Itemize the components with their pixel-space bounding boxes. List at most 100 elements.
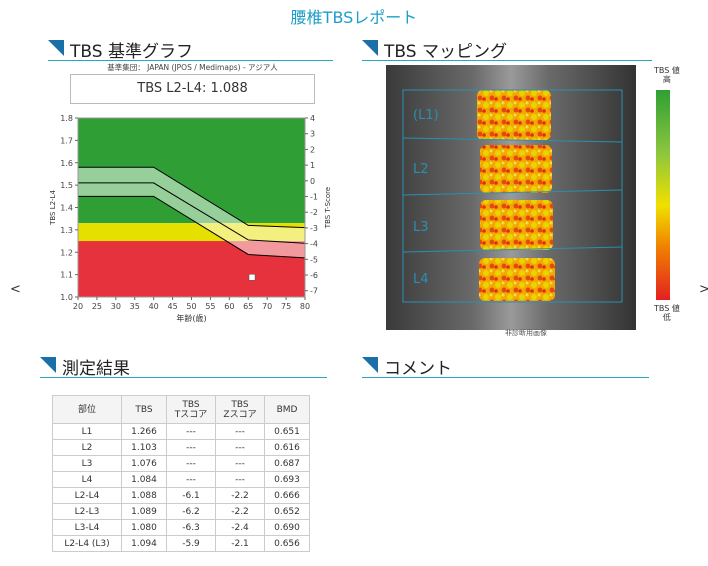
results-table: 部位 TBS TBS Tスコア TBS Zスコア BMD L1 1.266 --- --- 0.651… — [52, 395, 310, 552]
table-cell: 1.076 — [121, 455, 167, 472]
header-text: TBS — [182, 399, 200, 410]
table-row: L2 1.103 --- --- 0.616 — [52, 439, 310, 456]
y-tick-label: 1.4 — [60, 204, 73, 213]
table-row: L1 1.266 --- --- 0.651 — [52, 423, 310, 440]
section-title: TBS マッピング — [384, 42, 507, 62]
table-cell: 1.089 — [121, 503, 167, 520]
table-row: L3-L4 1.080 -6.3 -2.4 0.690 — [52, 519, 310, 536]
section-heading: TBS マッピング — [362, 38, 652, 62]
table-cell: --- — [215, 439, 265, 456]
y-tick-label: 1.3 — [60, 226, 73, 235]
table-cell: 0.656 — [264, 535, 310, 552]
header-cell: TBS — [121, 395, 167, 424]
y2-tick-label: 4 — [310, 114, 315, 123]
table-cell: 0.666 — [264, 487, 310, 504]
table-cell: 0.693 — [264, 471, 310, 488]
table-cell: --- — [166, 471, 216, 488]
x-tick-label: 75 — [281, 302, 291, 311]
table-row: L2-L3 1.089 -6.2 -2.2 0.652 — [52, 503, 310, 520]
color-scale — [656, 90, 670, 300]
reference: 基準集団： JAPAN (JPOS / Medimaps) - アジア人 — [107, 63, 278, 72]
section-title: 測定結果 — [62, 359, 130, 379]
vertebra-label: (L1) — [413, 108, 439, 123]
table-cell: 0.687 — [264, 455, 310, 472]
table-cell: --- — [215, 471, 265, 488]
table-cell: --- — [166, 423, 216, 440]
table-cell: --- — [215, 423, 265, 440]
y-tick-label: 1.1 — [60, 271, 73, 280]
header-text: Tスコア — [174, 409, 208, 420]
y2-tick-label: -6 — [310, 271, 318, 280]
table-cell: L2-L3 — [52, 503, 122, 520]
table-cell: -6.3 — [166, 519, 216, 536]
table-cell: 1.080 — [121, 519, 167, 536]
table-row: L2-L4 (L3) 1.094 -5.9 -2.1 0.656 — [52, 535, 310, 552]
x-tick-label: 45 — [167, 302, 177, 311]
table-row: L2-L4 1.088 -6.1 -2.2 0.666 — [52, 487, 310, 504]
table-cell: 0.616 — [264, 439, 310, 456]
header-text: Zスコア — [223, 409, 257, 420]
y2-tick-label: -2 — [310, 208, 318, 217]
x-tick-label: 35 — [130, 302, 140, 311]
next-button[interactable]: > — [699, 282, 708, 297]
section-title: コメント — [384, 359, 452, 379]
image-caption: 非診断用画像 — [505, 329, 547, 337]
table-row: L3 1.076 --- --- 0.687 — [52, 455, 310, 472]
y-tick-label: 1.0 — [60, 293, 73, 302]
x-tick-label: 80 — [300, 302, 310, 311]
header-cell: BMD — [264, 395, 310, 424]
x-tick-label: 50 — [186, 302, 196, 311]
table-cell: 1.084 — [121, 471, 167, 488]
header-text: 部位 — [77, 404, 96, 415]
section-heading: 測定結果 — [40, 355, 327, 379]
header-row: 部位 TBS TBS Tスコア TBS Zスコア BMD — [52, 395, 310, 424]
header-cell: TBS Tスコア — [166, 395, 216, 424]
band — [78, 167, 305, 258]
y2-tick-label: 1 — [310, 161, 315, 170]
section-heading: コメント — [362, 355, 649, 379]
table-cell: --- — [166, 455, 216, 472]
y2-tick-label: 3 — [310, 130, 315, 139]
mapping-image: (L1) L2 L3 L4 — [386, 65, 636, 330]
y2-axis-label: TBS T-Score — [324, 187, 332, 229]
table-cell: 0.690 — [264, 519, 310, 536]
section-heading: TBS 基準グラフ — [48, 38, 333, 62]
curve — [78, 182, 306, 244]
header-cell: TBS Zスコア — [215, 395, 265, 424]
x-tick-label: 40 — [149, 302, 159, 311]
table-cell: 1.088 — [121, 487, 167, 504]
scale-high: TBS 値高 — [654, 66, 680, 84]
table-cell: -2.2 — [215, 487, 265, 504]
y-tick-label: 1.7 — [60, 136, 73, 145]
table-cell: L3 — [52, 455, 122, 472]
x-tick-label: 30 — [111, 302, 121, 311]
vertebra-label: L3 — [413, 220, 429, 235]
table-cell: 0.651 — [264, 423, 310, 440]
vertebra-label: L4 — [413, 272, 429, 287]
table-cell: 1.094 — [121, 535, 167, 552]
scale-low: TBS 値低 — [654, 304, 680, 322]
table-cell: L3-L4 — [52, 519, 122, 536]
y2-tick-label: 0 — [310, 177, 315, 186]
table-cell: 0.652 — [264, 503, 310, 520]
table-cell: L2-L4 (L3) — [52, 535, 122, 552]
table-cell: L2-L4 — [52, 487, 122, 504]
y-axis-label: TBS L2-L4 — [49, 190, 57, 226]
page-title: 腰椎TBSレポート — [290, 8, 418, 27]
y2-tick-label: -1 — [310, 193, 318, 202]
curve — [78, 166, 306, 229]
prev-button[interactable]: < — [10, 282, 21, 297]
vertebra-label: L2 — [413, 162, 429, 177]
y2-tick-label: -5 — [310, 255, 318, 264]
table-cell: L1 — [52, 423, 122, 440]
header-text: TBS — [231, 399, 249, 410]
header-cell: 部位 — [52, 395, 122, 424]
table-cell: --- — [215, 455, 265, 472]
section-title: TBS 基準グラフ — [70, 42, 193, 62]
y2-tick-label: -4 — [310, 240, 318, 249]
x-tick-label: 70 — [262, 302, 272, 311]
x-tick-label: 65 — [243, 302, 253, 311]
x-tick-label: 60 — [224, 302, 234, 311]
curve — [78, 195, 306, 259]
